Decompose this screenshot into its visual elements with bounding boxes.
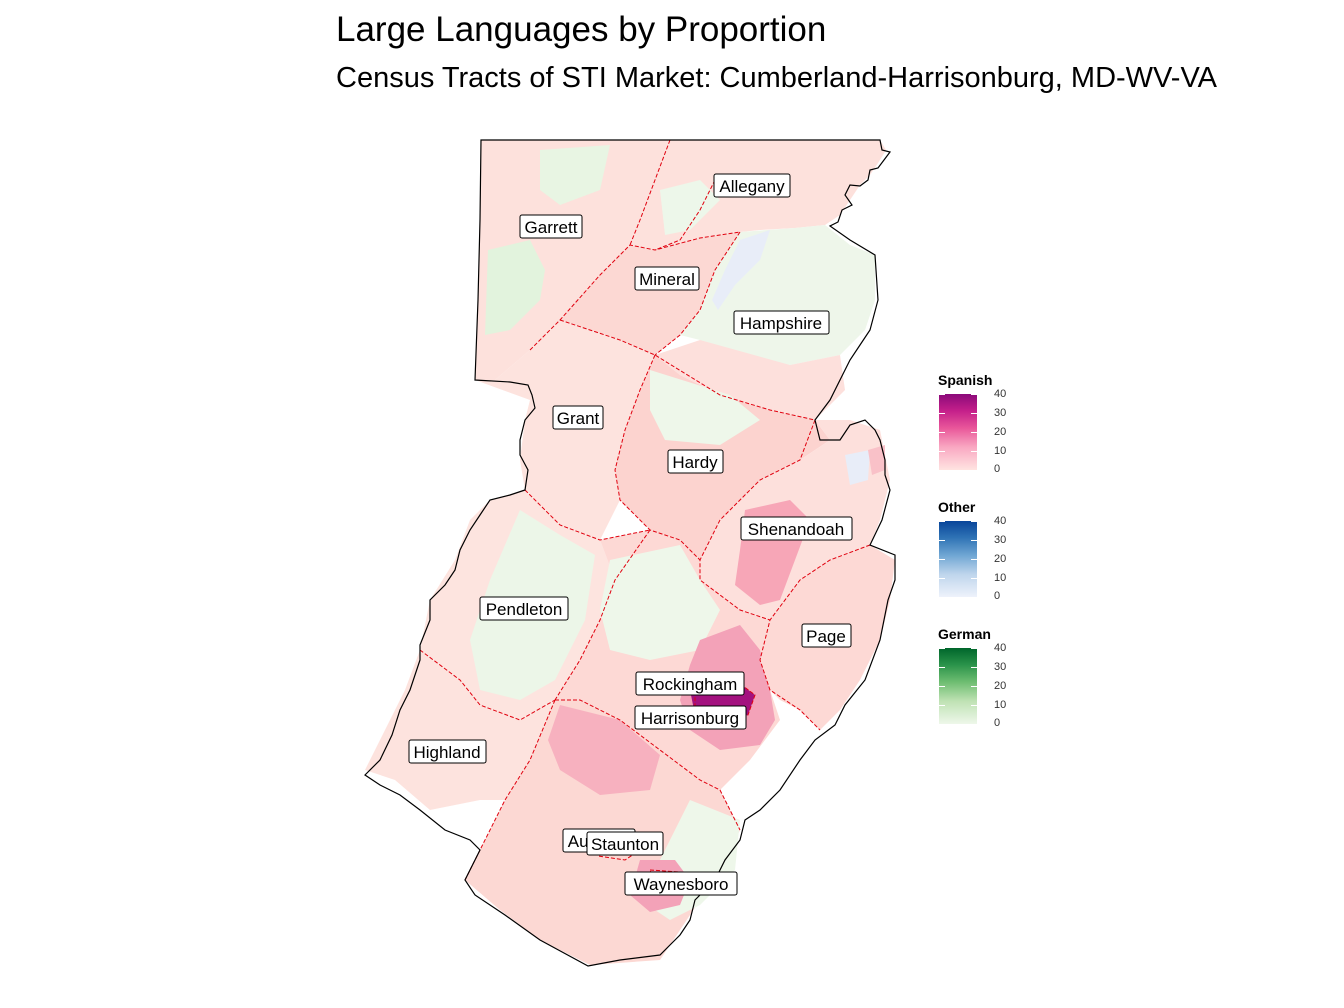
- svg-text:Shenandoah: Shenandoah: [748, 520, 844, 539]
- tract-region-shenandoah-pink: [868, 445, 885, 475]
- tract-region-shenandoah-blue: [845, 450, 870, 485]
- legend-german: German 40 30 20 10 0: [938, 626, 1006, 729]
- legend-spanish-tick: 10: [994, 445, 1007, 457]
- county-label-grant: Grant: [552, 405, 604, 430]
- legend-other-tick: 10: [994, 572, 1007, 584]
- boundary-grant-hardy: [614, 354, 701, 561]
- tract-region-grant: [475, 320, 655, 540]
- legend-german-tick: 20: [994, 680, 1007, 692]
- legend-spanish-colorbar: [939, 394, 977, 470]
- county-label-garrett: Garrett: [519, 214, 583, 239]
- map-title: Large Languages by Proportion: [336, 10, 827, 49]
- legend-spanish: Spanish 40 30 20 10 0: [938, 372, 1006, 475]
- svg-text:Hardy: Hardy: [672, 453, 718, 472]
- county-label-waynesboro: Waynesboro: [624, 871, 738, 896]
- boundary-pendleton-rockingham: [554, 529, 651, 701]
- tract-region-garrett-green: [485, 240, 545, 335]
- legend-spanish-tick: 20: [994, 426, 1007, 438]
- legend-spanish-tick: 40: [994, 388, 1007, 400]
- county-label-allegany: Allegany: [713, 173, 791, 198]
- county-label-hardy: Hardy: [667, 449, 724, 474]
- tract-region-garrett-green-n: [540, 145, 610, 205]
- svg-text:Pendleton: Pendleton: [486, 600, 563, 619]
- legend-german-title: German: [938, 626, 991, 642]
- legend-spanish-tick: 0: [994, 463, 1001, 475]
- boundary-shenandoah-page: [759, 544, 871, 731]
- legend-german-tick: 0: [994, 717, 1001, 729]
- map-subtitle: Census Tracts of STI Market: Cumberland-…: [336, 62, 1217, 94]
- legend-other-tick: 0: [994, 590, 1001, 602]
- tract-region-highland: [365, 650, 555, 810]
- legend-german-tick: 10: [994, 699, 1007, 711]
- market-outline: [364, 139, 896, 967]
- tract-region-hampshire-blue: [712, 230, 770, 310]
- county-label-shenandoah: Shenandoah: [740, 516, 853, 541]
- legend-spanish-title: Spanish: [938, 372, 993, 388]
- legend-other-tick: 30: [994, 534, 1007, 546]
- svg-text:Staunton: Staunton: [591, 835, 659, 854]
- tract-region-garrett: [475, 140, 886, 380]
- county-label-page: Page: [801, 623, 852, 648]
- county-labels: Allegany Garrett Mineral Hampshire Grant…: [408, 173, 853, 896]
- legend-german-tick: 40: [994, 642, 1007, 654]
- svg-text:Garrett: Garrett: [525, 218, 578, 237]
- boundary-hardy-shenandoah: [699, 419, 816, 621]
- county-label-staunton: Staunton: [586, 831, 664, 856]
- legend-other-title: Other: [938, 499, 976, 515]
- county-label-pendleton: Pendleton: [479, 596, 569, 621]
- boundary-grant-pendleton: [524, 489, 651, 541]
- legend-german-tick: 30: [994, 661, 1007, 673]
- svg-text:Page: Page: [806, 627, 846, 646]
- county-label-hampshire: Hampshire: [733, 310, 830, 335]
- boundary-harrisonburg: [694, 679, 756, 723]
- tract-region-mineral: [560, 232, 740, 355]
- svg-text:Highland: Highland: [413, 743, 480, 762]
- county-boundaries: [419, 139, 871, 896]
- county-label-harrisonburg: Harrisonburg: [634, 705, 747, 730]
- county-label-mineral: Mineral: [634, 266, 700, 291]
- tract-region-hardy-green: [650, 370, 760, 445]
- county-label-highland: Highland: [408, 739, 487, 764]
- boundary-grant-north: [559, 319, 816, 421]
- boundary-highland-augusta: [464, 699, 556, 881]
- legend-spanish-tick: 30: [994, 407, 1007, 419]
- svg-text:Waynesboro: Waynesboro: [634, 875, 729, 894]
- legend-other: Other 40 30 20 10 0: [938, 499, 1006, 602]
- county-label-rockingham: Rockingham: [635, 671, 745, 696]
- legend-other-tick: 40: [994, 515, 1007, 527]
- legend-german-colorbar: [939, 648, 977, 724]
- svg-text:Harrisonburg: Harrisonburg: [641, 709, 739, 728]
- legend-other-colorbar: [939, 521, 977, 597]
- tract-region-allegany-green: [660, 180, 720, 235]
- svg-text:Hampshire: Hampshire: [740, 314, 822, 333]
- tract-region-rockingham-green: [600, 545, 720, 660]
- svg-text:Mineral: Mineral: [639, 270, 695, 289]
- svg-text:Allegany: Allegany: [719, 177, 785, 196]
- boundary-garrett-allegany: [629, 139, 671, 246]
- tract-region-augusta-mid: [548, 705, 660, 795]
- tract-region-hampshire-pink: [655, 340, 845, 420]
- svg-text:Grant: Grant: [557, 409, 600, 428]
- boundary-mineral-hampshire: [654, 231, 741, 356]
- boundary-rockingham-augusta: [555, 699, 741, 831]
- svg-text:Rockingham: Rockingham: [643, 675, 738, 694]
- boundary-allegany-mineral: [654, 179, 716, 251]
- legend-other-tick: 20: [994, 553, 1007, 565]
- boundary-pendleton-highland: [419, 649, 556, 721]
